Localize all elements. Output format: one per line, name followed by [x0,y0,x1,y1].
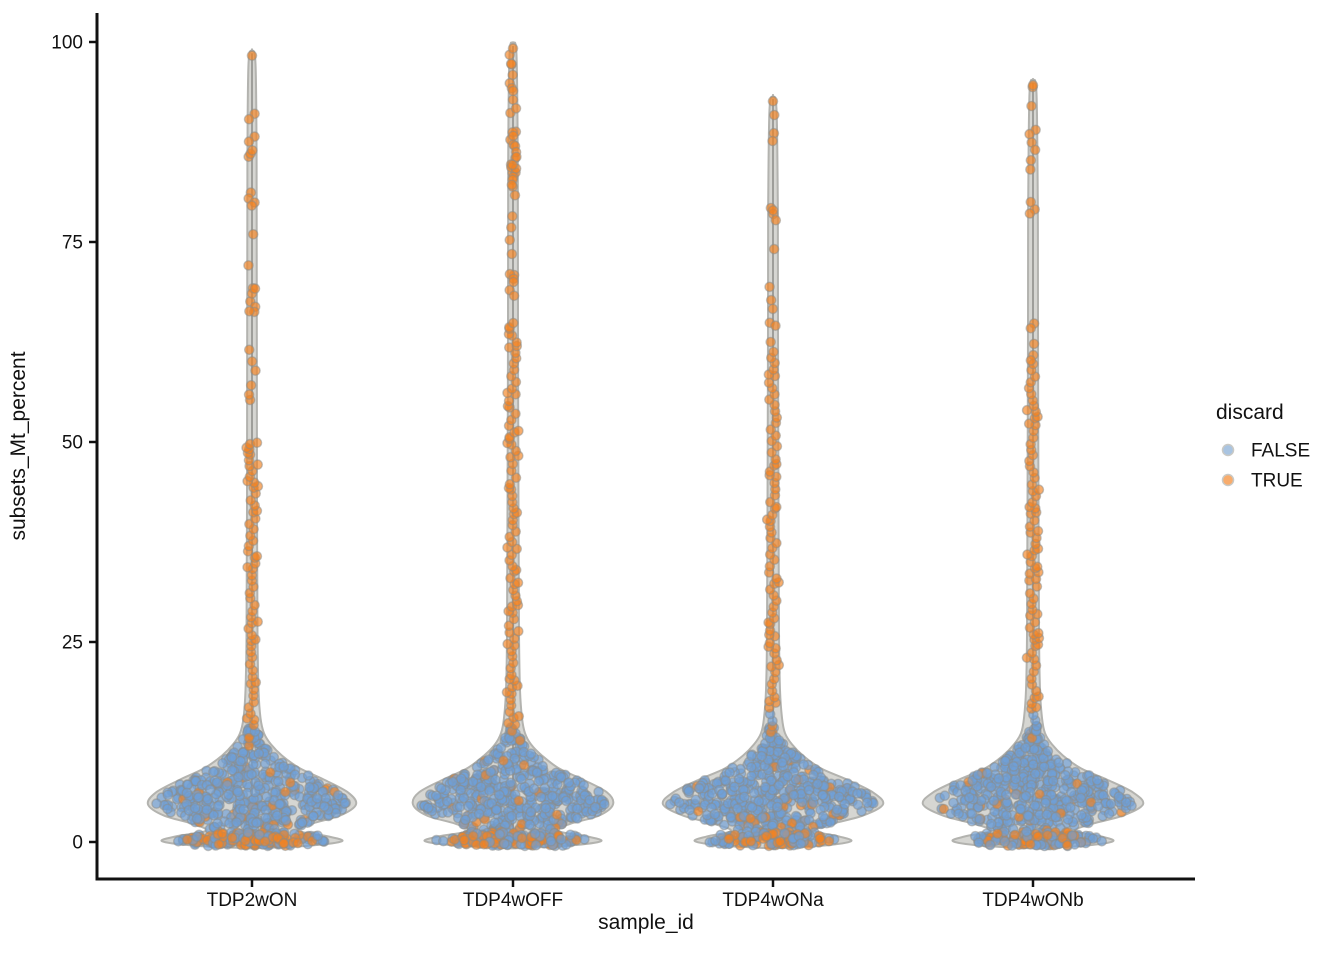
violin-TDP4wOFF [411,41,615,852]
y-tick-label: 50 [62,433,83,454]
x-tick-label-TDP4wONa: TDP4wONa [722,890,824,911]
legend: discard FALSE TRUE [1216,401,1310,492]
x-tick-label-TDP2wON: TDP2wON [207,890,298,911]
violin-TDP2wON [146,48,358,852]
y-tick-label: 75 [62,233,83,254]
y-axis-title: subsets_Mt_percent [7,351,30,540]
jitter-points [665,95,879,852]
legend-label-false: FALSE [1251,441,1310,462]
y-tick-label: 25 [62,633,83,654]
legend-entry-true: TRUE [1221,471,1303,492]
legend-title: discard [1216,401,1284,424]
legend-dot-true-icon [1221,473,1235,487]
y-tick-label: 0 [72,833,83,854]
x-tick-label-TDP4wOFF: TDP4wOFF [463,890,563,911]
jitter-points [416,43,610,852]
legend-label-true: TRUE [1251,471,1303,492]
violin-TDP4wONb [921,77,1145,852]
axes-layer: 0 25 50 75 100 TDP2wON TDP4wOFF TDP4wONa TDP4wON… [51,13,1195,911]
x-tick-label-TDP4wONb: TDP4wONb [982,890,1083,911]
violins-layer [146,41,1145,852]
legend-dot-false-icon [1221,443,1235,457]
x-axis-title: sample_id [598,911,694,934]
y-tick-label: 100 [51,33,83,54]
jitter-points [934,79,1137,852]
violin-TDP4wONa [661,93,885,852]
jitter-points [151,50,352,852]
legend-entry-false: FALSE [1221,441,1310,462]
